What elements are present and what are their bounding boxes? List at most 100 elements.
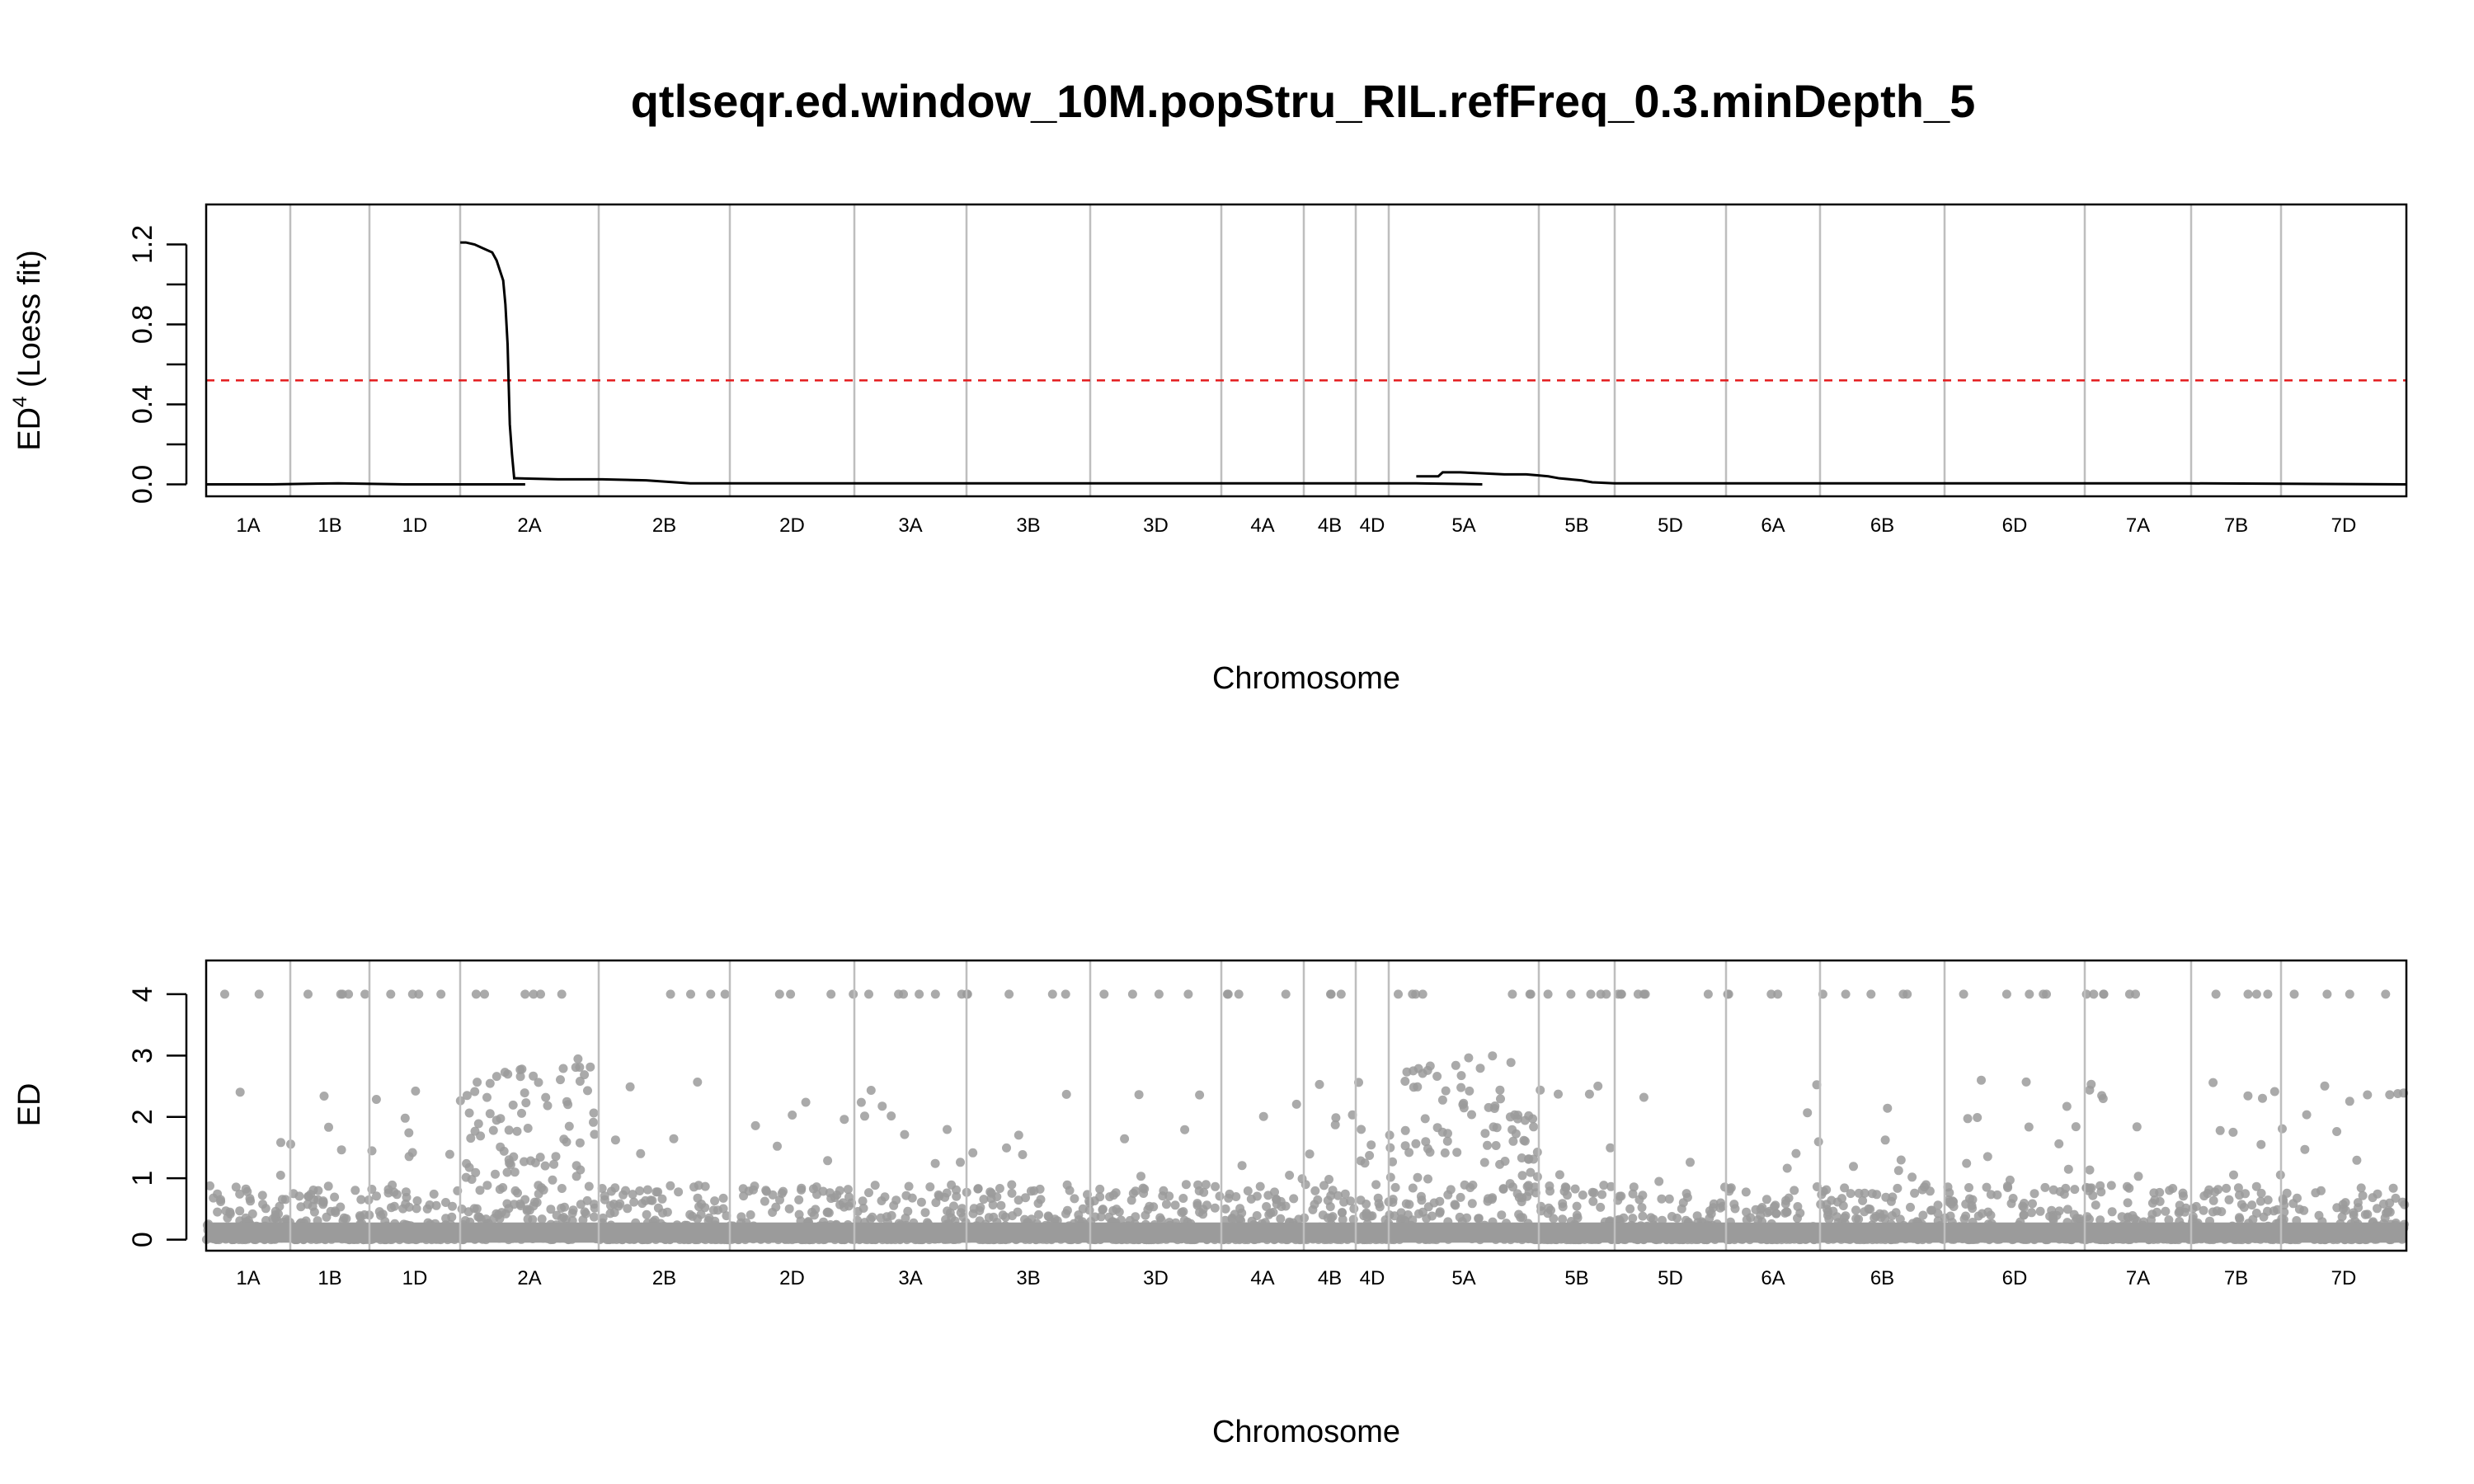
scatter-point [903, 1206, 913, 1216]
scatter-point [1310, 1186, 1320, 1195]
scatter-point [235, 1206, 245, 1216]
scatter-point [471, 1167, 481, 1177]
scatter-point [2251, 989, 2261, 999]
scatter-point [2247, 1200, 2257, 1210]
scatter-point [996, 1200, 1006, 1210]
scatter-point [693, 1193, 703, 1203]
scatter-point [1992, 1190, 2002, 1200]
scatter-point [1429, 1198, 1439, 1208]
scatter-point [2088, 1190, 2098, 1200]
chromosome-label: 7A [2126, 514, 2150, 537]
scatter-point [1520, 1115, 1530, 1125]
scatter-point [1394, 989, 1403, 999]
chromosome-label: 7D [2331, 514, 2357, 537]
scatter-point [2345, 1097, 2354, 1106]
scatter-point [2241, 1189, 2251, 1199]
scatter-point [784, 1204, 794, 1214]
scatter-panel: 1A 1B 1D 2A 2B 2D 3A 3B 3D 4A 4B 4D 5A 5B 5D 6A 6B 6D 7A 7B… [12, 959, 2410, 1449]
scatter-point [1211, 1181, 1221, 1191]
scatter-point [1400, 1125, 1410, 1135]
scatter-point [1112, 1205, 1122, 1214]
scatter-point [1442, 1136, 1452, 1146]
scatter-point [856, 1097, 866, 1107]
scatter-point [1338, 1214, 1348, 1224]
chromosome-label: 5A [1451, 514, 1475, 537]
scatter-point [275, 1171, 285, 1180]
scatter-point [1554, 1089, 1563, 1099]
scatter-point [1616, 989, 1626, 999]
scatter-point [1095, 1192, 1105, 1202]
scatter-point [1529, 1154, 1539, 1164]
scatter-point [2263, 1206, 2272, 1216]
scatter-point [534, 1189, 543, 1199]
scatter-point [1959, 989, 1968, 999]
scatter-point [2243, 989, 2253, 999]
scatter-point [398, 1204, 408, 1214]
scatter-point [1881, 1192, 1891, 1202]
scatter-point [1411, 1139, 1421, 1148]
scatter-point [498, 1183, 508, 1192]
scatter-point [1223, 989, 1233, 999]
scatter-point [504, 1155, 514, 1165]
scatter-point [1099, 989, 1109, 999]
scatter-point [988, 1200, 998, 1209]
scatter-point [1139, 1189, 1149, 1198]
scatter-point [216, 1195, 225, 1205]
scatter-point [1333, 1190, 1343, 1200]
scatter-point [1545, 1186, 1554, 1196]
scatter-point [1143, 1205, 1153, 1214]
scatter-point [551, 1152, 561, 1162]
scatter-point [2175, 1200, 2185, 1210]
scatter-point [689, 1182, 698, 1192]
scatter-point [563, 1100, 573, 1110]
scatter-point [1517, 1153, 1526, 1162]
chromosome-label: 3D [1143, 1267, 1169, 1289]
scatter-point [2107, 1207, 2117, 1217]
scatter-point [973, 1184, 983, 1194]
chromosome-label: 1B [317, 514, 341, 537]
scatter-point [1014, 1195, 1023, 1205]
scatter-point [1964, 1194, 1974, 1204]
scatter-point [590, 1203, 600, 1213]
scatter-point [485, 1109, 495, 1119]
scatter-point [880, 1192, 890, 1202]
scatter-point [2091, 1200, 2100, 1210]
scatter-point [1907, 1172, 1917, 1182]
scatter-point [786, 989, 796, 999]
scatter-point [2048, 1214, 2058, 1223]
scatter-point [1300, 1180, 1310, 1190]
scatter-point [529, 1071, 539, 1081]
scatter-point [1408, 1183, 1418, 1193]
scatter-point [777, 1189, 787, 1198]
chromosome-label: 6B [1870, 1267, 1894, 1289]
scatter-point [1371, 1180, 1381, 1190]
scatter-point [2236, 1200, 2246, 1209]
scatter-point [1336, 989, 1346, 999]
scatter-point [559, 1134, 569, 1144]
chromosome-label: 6D [2002, 514, 2028, 537]
scatter-point [1318, 1210, 1328, 1220]
scatter-point [2363, 1090, 2373, 1100]
scatter-point [2300, 1144, 2310, 1154]
scatter-point [1198, 1209, 1208, 1219]
scatter-point [2002, 1181, 2012, 1191]
chromosome-label: 2A [517, 514, 541, 537]
scatter-point [866, 1086, 876, 1095]
scatter-point [2228, 1127, 2238, 1137]
scatter-point [2161, 1206, 2171, 1216]
scatter-point [482, 1092, 492, 1102]
scatter-point [1128, 1189, 1138, 1198]
scatter-point [1497, 1210, 1507, 1220]
scatter-point [2349, 1208, 2359, 1218]
scatter-point [492, 1072, 501, 1082]
scatter-point [590, 1129, 600, 1139]
y-tick-label: 0.0 [127, 465, 158, 504]
top-chromosome-separators [289, 204, 2283, 496]
scatter-point [1437, 1095, 1447, 1105]
scatter-point [540, 1161, 550, 1171]
scatter-point [686, 989, 695, 999]
scatter-point [1002, 1143, 1011, 1153]
scatter-point [1520, 1136, 1530, 1146]
scatter-point [2063, 1164, 2073, 1174]
scatter-point [1465, 1086, 1475, 1096]
